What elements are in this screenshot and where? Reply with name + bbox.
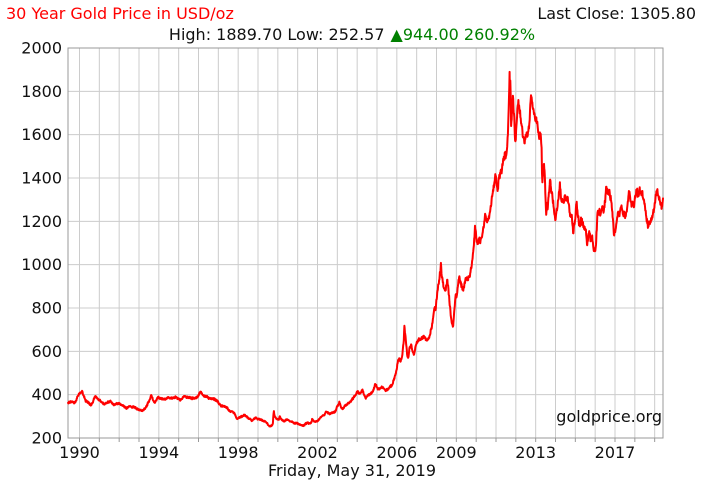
plot-border <box>67 47 664 439</box>
x-tick-label-2013: 2013 <box>515 443 556 462</box>
y-tick-label-1600: 1600 <box>21 125 62 144</box>
price-line <box>67 70 664 428</box>
y-tick-label-1000: 1000 <box>21 255 62 274</box>
watermark-text: goldprice.org <box>556 407 662 426</box>
y-tick-label-1800: 1800 <box>21 82 62 101</box>
y-tick-label-2000: 2000 <box>21 39 62 58</box>
y-tick-label-200: 200 <box>31 429 62 448</box>
x-tick-label-2017: 2017 <box>595 443 636 462</box>
x-tick-label-1990: 1990 <box>59 443 100 462</box>
y-tick-label-800: 800 <box>31 299 62 318</box>
x-tick-label-2002: 2002 <box>297 443 338 462</box>
x-tick-label-2006: 2006 <box>376 443 417 462</box>
high-low-row: High: 1889.70 Low: 252.57 ▲944.00 260.92% <box>0 25 704 44</box>
x-tick-label-1998: 1998 <box>218 443 259 462</box>
y-tick-label-1200: 1200 <box>21 212 62 231</box>
high-low-text: High: 1889.70 Low: 252.57 <box>168 25 385 44</box>
chart-title: 30 Year Gold Price in USD/oz <box>6 4 234 23</box>
change-up-text: ▲944.00 260.92% <box>390 25 536 44</box>
y-tick-label-1400: 1400 <box>21 169 62 188</box>
y-tick-label-600: 600 <box>31 342 62 361</box>
x-tick-label-1994: 1994 <box>138 443 179 462</box>
x-tick-label-2009: 2009 <box>436 443 477 462</box>
x-axis-date-label: Friday, May 31, 2019 <box>267 461 437 480</box>
y-tick-label-400: 400 <box>31 385 62 404</box>
last-close-text: Last Close: 1305.80 <box>537 4 696 23</box>
